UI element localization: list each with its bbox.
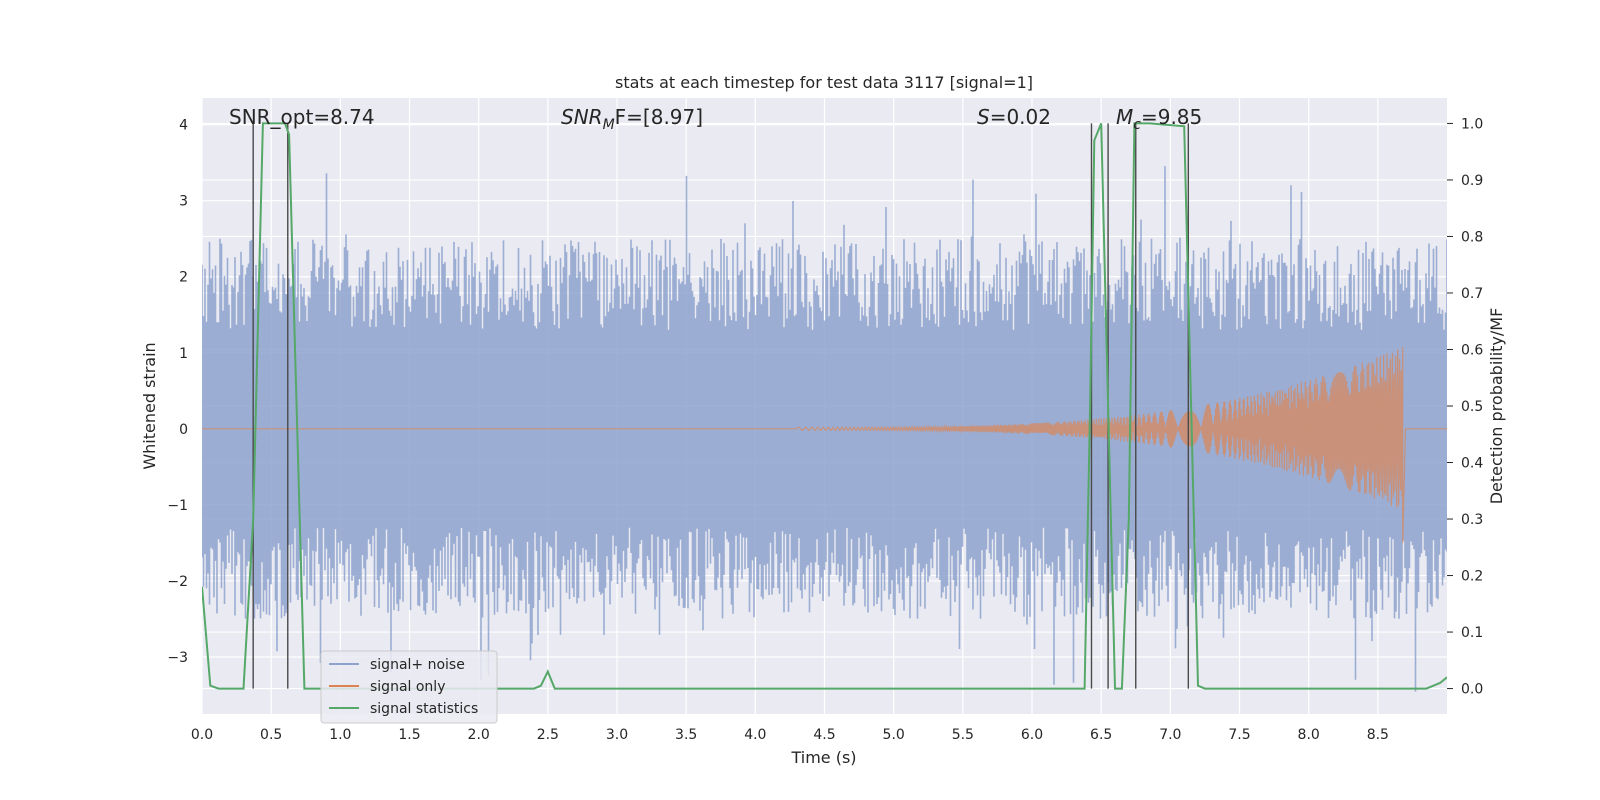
right-y-tick-label: 0.4 xyxy=(1461,456,1483,472)
x-tick-label: 4.5 xyxy=(813,727,835,743)
x-tick-label: 1.0 xyxy=(329,727,351,743)
x-tick-label: 5.0 xyxy=(883,727,905,743)
left-y-axis-ticks: −3 −2 −1 0 1 2 3 4 xyxy=(167,118,188,666)
legend-label-signal-noise: signal+ noise xyxy=(370,657,465,673)
legend-label-signal-statistics: signal statistics xyxy=(370,701,478,717)
right-y-tick-label: 0.3 xyxy=(1461,512,1483,528)
annotation-s-base: S xyxy=(977,105,990,129)
series-signal-statistics-line xyxy=(202,122,1447,690)
series-signal-only-line xyxy=(202,346,1447,543)
x-tick-label: 6.0 xyxy=(1021,727,1043,743)
x-tick-label: 7.5 xyxy=(1228,727,1250,743)
event-marker-lines xyxy=(252,123,1190,689)
right-y-axis-ticks: 0.0 0.1 0.2 0.3 0.4 0.5 0.6 0.7 0.8 0.9 1.0 xyxy=(1447,116,1483,698)
x-tick-label: 4.0 xyxy=(744,727,766,743)
left-y-tick-label: 4 xyxy=(179,118,188,134)
annotation-snr-opt: SNR_opt=8.74 xyxy=(229,105,375,129)
annotation-s-rest: =0.02 xyxy=(990,105,1051,129)
x-tick-label: 1.5 xyxy=(398,727,420,743)
right-y-tick-label: 0.0 xyxy=(1461,682,1483,698)
chart-title: stats at each timestep for test data 311… xyxy=(615,73,1033,92)
legend-box xyxy=(320,650,498,724)
right-y-tick-label: 0.6 xyxy=(1461,342,1483,358)
right-y-axis-label: Detection probability/MF xyxy=(1487,308,1506,505)
right-y-tick-label: 0.5 xyxy=(1461,399,1483,415)
plot-area xyxy=(202,122,1447,692)
x-tick-label: 8.5 xyxy=(1367,727,1389,743)
left-y-tick-label: −2 xyxy=(167,574,188,590)
x-tick-label: 3.5 xyxy=(675,727,697,743)
x-tick-label: 5.5 xyxy=(952,727,974,743)
annotation-s: S=0.02 xyxy=(977,105,1051,129)
annotation-snr-mf-sub: M xyxy=(603,117,615,133)
annotation-snr-mf: SNRMF=[8.97] xyxy=(561,105,703,133)
annotation-mc: Mc=9.85 xyxy=(1116,105,1202,133)
x-tick-label: 2.0 xyxy=(468,727,490,743)
legend: signal+ noise signal only signal statist… xyxy=(320,650,498,724)
right-y-tick-label: 0.7 xyxy=(1461,286,1483,302)
right-y-tick-label: 0.8 xyxy=(1461,229,1483,245)
annotation-mc-rest: =9.85 xyxy=(1141,105,1202,129)
annotation-mc-sub: c xyxy=(1133,117,1141,133)
legend-label-signal-only: signal only xyxy=(370,679,445,695)
left-y-tick-label: −3 xyxy=(167,650,188,666)
right-y-tick-label: 0.2 xyxy=(1461,569,1483,585)
x-tick-label: 8.0 xyxy=(1298,727,1320,743)
x-axis-ticks: 0.0 0.5 1.0 1.5 2.0 2.5 3.0 3.5 4.0 4.5 5.0 5.5 6.0 6… xyxy=(191,727,1389,743)
x-axis-label: Time (s) xyxy=(790,748,856,767)
annotation-snr-mf-base: SNR xyxy=(561,105,603,129)
left-y-tick-label: −1 xyxy=(167,498,188,514)
x-tick-label: 6.5 xyxy=(1090,727,1112,743)
right-y-tick-label: 1.0 xyxy=(1461,116,1483,132)
x-tick-label: 3.0 xyxy=(606,727,628,743)
left-y-axis-label: Whitened strain xyxy=(140,342,159,469)
annotation-snr-mf-rest: F=[8.97] xyxy=(615,105,703,129)
x-tick-label: 2.5 xyxy=(537,727,559,743)
right-y-tick-label: 0.9 xyxy=(1461,173,1483,189)
x-tick-label: 0.5 xyxy=(260,727,282,743)
left-y-tick-label: 0 xyxy=(179,422,188,438)
left-y-tick-label: 3 xyxy=(179,194,188,210)
x-tick-label: 7.0 xyxy=(1159,727,1181,743)
left-y-tick-label: 2 xyxy=(179,270,188,286)
x-tick-label: 0.0 xyxy=(191,727,213,743)
right-y-tick-label: 0.1 xyxy=(1461,625,1483,641)
left-y-tick-label: 1 xyxy=(179,346,188,362)
annotation-mc-base: M xyxy=(1116,105,1133,129)
